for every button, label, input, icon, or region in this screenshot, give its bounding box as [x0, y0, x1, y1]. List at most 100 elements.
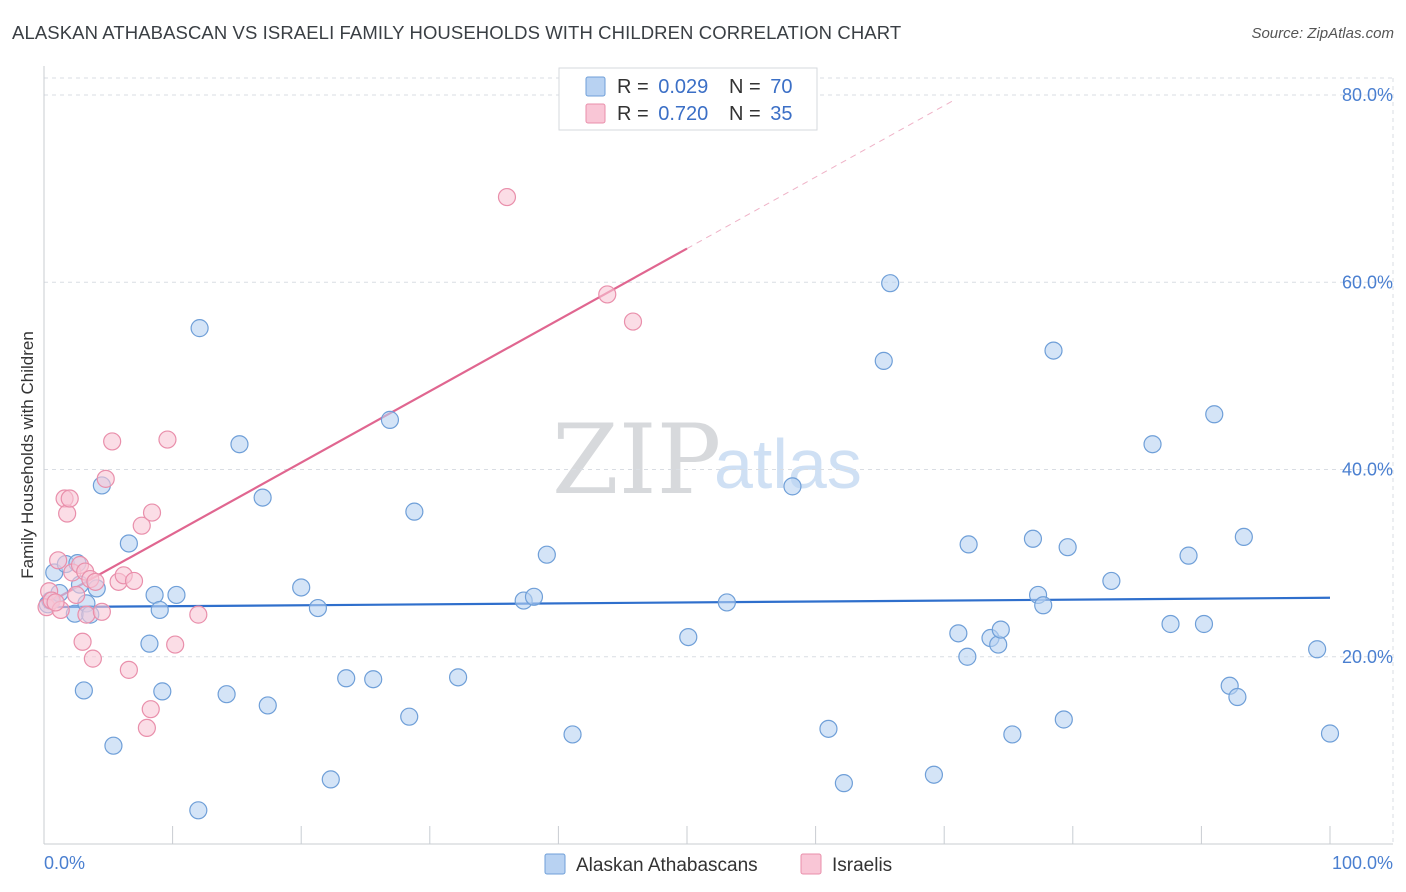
point-israeli — [124, 571, 144, 591]
point-alaskan-athabascan — [834, 774, 853, 793]
point-israeli — [497, 187, 517, 207]
point-israeli — [92, 602, 111, 621]
legend-n-value-1: 70 — [770, 76, 792, 98]
legend-swatch-pink — [585, 103, 606, 124]
point-israeli — [119, 660, 138, 679]
point-alaskan-athabascan — [448, 668, 468, 687]
point-israeli — [77, 605, 96, 624]
point-alaskan-athabascan — [308, 598, 328, 618]
point-israeli — [166, 635, 185, 654]
series-legend: Alaskan Athabascans Israelis — [544, 853, 892, 876]
legend-swatch-blue — [585, 76, 606, 97]
point-israeli — [86, 572, 105, 591]
point-alaskan-athabascan — [959, 535, 978, 554]
point-alaskan-athabascan — [140, 634, 159, 653]
y-tick-label: 40.0% — [1342, 460, 1393, 480]
point-alaskan-athabascan — [989, 635, 1008, 654]
point-alaskan-athabascan — [153, 682, 172, 701]
point-israeli — [103, 432, 122, 451]
point-alaskan-athabascan — [1308, 640, 1327, 659]
point-alaskan-athabascan — [337, 669, 356, 688]
point-alaskan-athabascan — [717, 593, 736, 612]
legend-row-2: R = 0.720 N = 35 — [617, 103, 793, 125]
legend-n-label-2: N = — [729, 103, 766, 125]
legend-n-label-1: N = — [729, 76, 766, 98]
watermark-zip: ZIP — [552, 404, 721, 516]
point-alaskan-athabascan — [1205, 405, 1224, 424]
point-israeli — [73, 632, 92, 651]
point-alaskan-athabascan — [563, 725, 582, 744]
point-alaskan-athabascan — [364, 670, 383, 689]
series-legend-swatch-blue — [544, 853, 566, 875]
point-alaskan-athabascan — [679, 627, 698, 647]
point-israeli — [60, 489, 79, 508]
y-axis-title: Family Households with Children — [18, 331, 37, 579]
point-alaskan-athabascan — [1234, 527, 1253, 547]
point-alaskan-athabascan — [1054, 710, 1073, 729]
point-israeli — [137, 718, 156, 738]
stats-legend: R = 0.029 N = 70 R = 0.720 N = 35 — [558, 67, 818, 131]
legend-n-value-2: 35 — [770, 103, 792, 125]
point-alaskan-athabascan — [400, 707, 419, 726]
point-alaskan-athabascan — [230, 435, 249, 454]
point-alaskan-athabascan — [190, 319, 209, 338]
point-israeli — [158, 430, 177, 449]
trend-line-extension-israeli — [686, 100, 954, 249]
point-alaskan-athabascan — [537, 545, 556, 564]
point-alaskan-athabascan — [1058, 538, 1077, 557]
point-alaskan-athabascan — [1143, 435, 1162, 454]
point-alaskan-athabascan — [150, 600, 169, 620]
point-alaskan-athabascan — [524, 587, 544, 606]
point-israeli — [189, 605, 208, 624]
trend-line-israeli — [43, 247, 688, 607]
point-israeli — [58, 504, 77, 523]
point-alaskan-athabascan — [1179, 546, 1198, 565]
point-israeli — [96, 469, 115, 488]
point-israeli — [67, 585, 86, 605]
point-israeli — [598, 285, 617, 304]
point-israeli — [46, 593, 65, 612]
point-alaskan-athabascan — [292, 578, 311, 597]
point-alaskan-athabascan — [321, 770, 340, 789]
point-israeli — [83, 649, 102, 668]
tick-labels: 20.0% 40.0% 60.0% 80.0% 0.0% 100.0% — [44, 85, 1393, 873]
point-alaskan-athabascan — [167, 585, 186, 605]
point-israeli — [623, 312, 643, 331]
point-alaskan-athabascan — [1102, 571, 1121, 591]
point-israeli — [49, 551, 68, 570]
point-alaskan-athabascan — [119, 534, 138, 553]
legend-row-1: R = 0.029 N = 70 — [617, 76, 793, 98]
data-points — [37, 187, 1340, 820]
point-alaskan-athabascan — [217, 685, 236, 704]
point-alaskan-athabascan — [253, 488, 272, 507]
trend-line-alaskan-athabascan — [43, 596, 1331, 609]
point-alaskan-athabascan — [74, 681, 93, 700]
y-tick-label: 20.0% — [1342, 647, 1393, 667]
chart-title: ALASKAN ATHABASCAN VS ISRAELI FAMILY HOU… — [12, 22, 902, 43]
x-tick-label-max: 100.0% — [1332, 853, 1393, 873]
source-label: Source: ZipAtlas.com — [1251, 25, 1394, 42]
point-alaskan-athabascan — [958, 647, 977, 666]
point-alaskan-athabascan — [874, 351, 893, 370]
point-alaskan-athabascan — [1034, 596, 1053, 615]
legend-r-label-1: R = — [617, 76, 654, 98]
point-alaskan-athabascan — [949, 624, 968, 643]
point-alaskan-athabascan — [1320, 724, 1340, 743]
y-tick-label: 80.0% — [1342, 85, 1393, 105]
y-tick-label: 60.0% — [1342, 272, 1393, 292]
point-israeli — [141, 700, 160, 719]
series-legend-label-pink: Israelis — [832, 855, 892, 876]
legend-r-value-2: 0.720 — [658, 103, 708, 125]
legend-r-value-1: 0.029 — [658, 76, 708, 98]
point-israeli — [132, 516, 151, 535]
legend-r-label-2: R = — [617, 103, 654, 125]
point-alaskan-athabascan — [1228, 687, 1247, 707]
series-legend-label-blue: Alaskan Athabascans — [576, 855, 758, 876]
x-tick-label-min: 0.0% — [44, 853, 85, 873]
point-alaskan-athabascan — [991, 620, 1010, 639]
point-alaskan-athabascan — [1161, 614, 1180, 634]
point-alaskan-athabascan — [258, 696, 277, 715]
point-alaskan-athabascan — [1194, 614, 1214, 634]
point-alaskan-athabascan — [380, 410, 400, 429]
